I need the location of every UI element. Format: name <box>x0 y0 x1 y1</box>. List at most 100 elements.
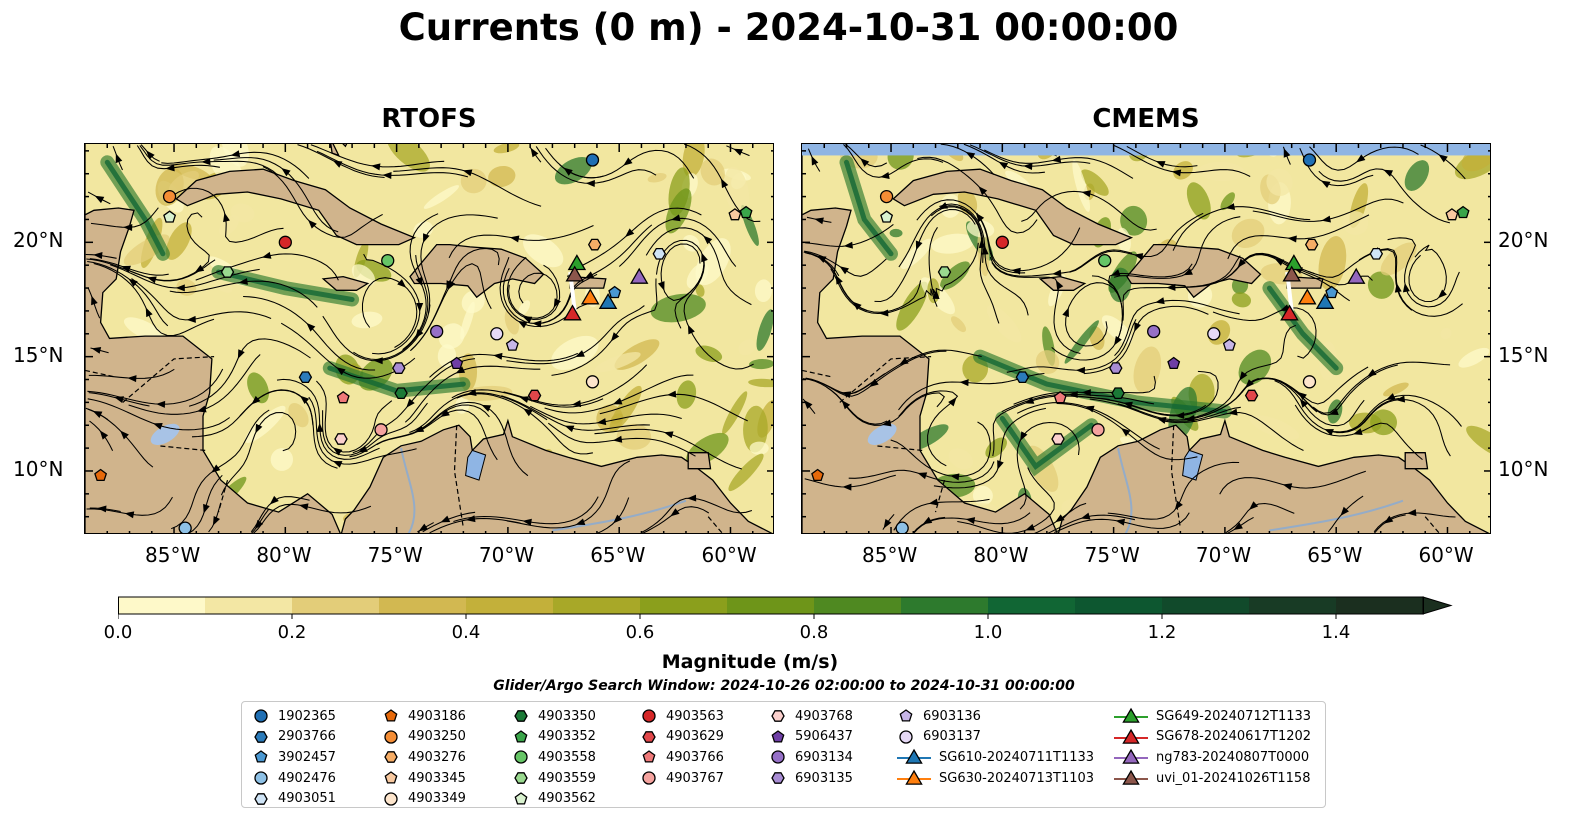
marker-1902365[interactable] <box>1302 153 1317 167</box>
legend-marker[interactable] <box>514 730 528 743</box>
platform-markers <box>94 153 753 534</box>
marker-4903562[interactable] <box>163 210 177 223</box>
marker-4903559[interactable] <box>937 266 952 278</box>
marker-4902476[interactable] <box>895 521 909 534</box>
marker-4903767[interactable] <box>374 423 388 437</box>
marker-SG630-20240713T1103[interactable] <box>580 288 600 305</box>
legend-marker[interactable] <box>384 792 398 806</box>
marker-4903563[interactable] <box>995 235 1009 249</box>
lon-tick-label: 75°W <box>367 543 423 567</box>
marker-4903350[interactable] <box>394 387 408 400</box>
marker-4903345[interactable] <box>1445 208 1459 221</box>
marker-4903349[interactable] <box>585 375 600 389</box>
legend-marker[interactable] <box>254 771 268 785</box>
marker-4902476[interactable] <box>178 521 192 534</box>
marker-6903134[interactable] <box>430 324 444 339</box>
marker-4903562[interactable] <box>880 210 894 223</box>
marker-uvi_01-20241026T1158[interactable] <box>1282 265 1301 282</box>
legend-marker[interactable] <box>1122 749 1140 765</box>
marker-5906437[interactable] <box>1167 356 1181 370</box>
marker-4903629[interactable] <box>527 389 542 402</box>
marker-2903766[interactable] <box>298 371 313 384</box>
legend-marker[interactable] <box>905 769 923 785</box>
map-panel-cmems[interactable] <box>801 143 1491 534</box>
marker-SG678-20240617T1202[interactable] <box>563 304 582 321</box>
legend-label: 5906437 <box>795 729 853 745</box>
marker-6903136[interactable] <box>1222 338 1236 351</box>
marker-6903137[interactable] <box>1207 327 1221 341</box>
marker-ng783-20240807T0000[interactable] <box>629 267 649 284</box>
marker-4903051[interactable] <box>1369 247 1384 260</box>
marker-4903352[interactable] <box>739 205 753 219</box>
marker-5906437[interactable] <box>450 356 464 370</box>
legend-marker[interactable] <box>905 749 923 765</box>
hexagon-marker-icon <box>514 772 528 784</box>
marker-4903768[interactable] <box>334 433 348 445</box>
marker-4903768[interactable] <box>1051 433 1065 445</box>
marker-4903563[interactable] <box>278 235 292 249</box>
marker-4903350[interactable] <box>1111 387 1125 400</box>
legend-marker[interactable] <box>514 772 528 784</box>
marker-4903558[interactable] <box>1098 253 1112 268</box>
marker-4903250[interactable] <box>162 189 177 204</box>
legend-marker[interactable] <box>384 771 398 784</box>
marker-4903186[interactable] <box>94 468 108 482</box>
marker-4903558[interactable] <box>381 253 395 268</box>
marker-SG678-20240617T1202[interactable] <box>1280 304 1299 321</box>
marker-4903767[interactable] <box>1091 423 1105 437</box>
legend-marker[interactable] <box>384 709 398 722</box>
legend-marker[interactable] <box>254 792 268 805</box>
legend-marker[interactable] <box>642 731 656 743</box>
marker-1902365[interactable] <box>585 153 600 167</box>
legend-marker[interactable] <box>254 750 268 764</box>
marker-3902457[interactable] <box>1325 285 1339 299</box>
legend-marker[interactable] <box>771 750 785 765</box>
marker-4903766[interactable] <box>336 390 350 404</box>
land-masses <box>85 144 773 533</box>
marker-4903766[interactable] <box>1053 390 1067 404</box>
marker-4903276[interactable] <box>587 238 602 251</box>
marker-4903345[interactable] <box>728 208 742 221</box>
legend-marker[interactable] <box>1122 728 1140 744</box>
legend-marker[interactable] <box>1122 708 1140 724</box>
marker-2903766[interactable] <box>1015 371 1030 384</box>
legend-marker[interactable] <box>899 730 913 744</box>
legend-item: 6903136 <box>897 706 1094 727</box>
marker-6903137[interactable] <box>490 327 504 341</box>
marker-ng783-20240807T0000[interactable] <box>1346 267 1366 284</box>
legend-marker[interactable] <box>771 772 785 784</box>
legend-marker[interactable] <box>1122 769 1140 785</box>
legend-marker[interactable] <box>384 751 398 764</box>
legend-marker[interactable] <box>771 730 785 743</box>
legend-marker[interactable] <box>642 709 656 723</box>
legend-marker[interactable] <box>771 710 785 723</box>
marker-6903135[interactable] <box>392 362 406 374</box>
marker-4903352[interactable] <box>1456 205 1470 219</box>
marker-6903134[interactable] <box>1147 324 1161 339</box>
marker-SG610-20240711T1133[interactable] <box>598 293 618 309</box>
legend-marker[interactable] <box>514 750 528 765</box>
legend-marker[interactable] <box>514 791 528 805</box>
triangle-marker-icon <box>897 749 931 765</box>
marker-4903186[interactable] <box>811 468 825 482</box>
legend-marker[interactable] <box>254 709 268 723</box>
marker-4903250[interactable] <box>879 189 894 204</box>
legend-marker[interactable] <box>899 709 913 722</box>
marker-4903276[interactable] <box>1304 238 1319 251</box>
map-panel-rtofs[interactable] <box>84 143 774 534</box>
marker-3902457[interactable] <box>608 285 622 299</box>
marker-6903135[interactable] <box>1109 362 1123 374</box>
marker-6903136[interactable] <box>505 338 519 351</box>
marker-SG630-20240713T1103[interactable] <box>1297 288 1317 305</box>
marker-4903349[interactable] <box>1302 375 1317 389</box>
legend-marker[interactable] <box>642 771 656 785</box>
marker-4903559[interactable] <box>220 266 235 278</box>
marker-4903051[interactable] <box>652 247 667 260</box>
marker-uvi_01-20241026T1158[interactable] <box>565 265 584 282</box>
legend-marker[interactable] <box>384 730 398 744</box>
legend-marker[interactable] <box>514 710 528 723</box>
marker-4903629[interactable] <box>1244 389 1259 402</box>
legend-marker[interactable] <box>254 731 268 743</box>
legend-marker[interactable] <box>642 750 656 764</box>
marker-SG610-20240711T1133[interactable] <box>1315 293 1335 309</box>
